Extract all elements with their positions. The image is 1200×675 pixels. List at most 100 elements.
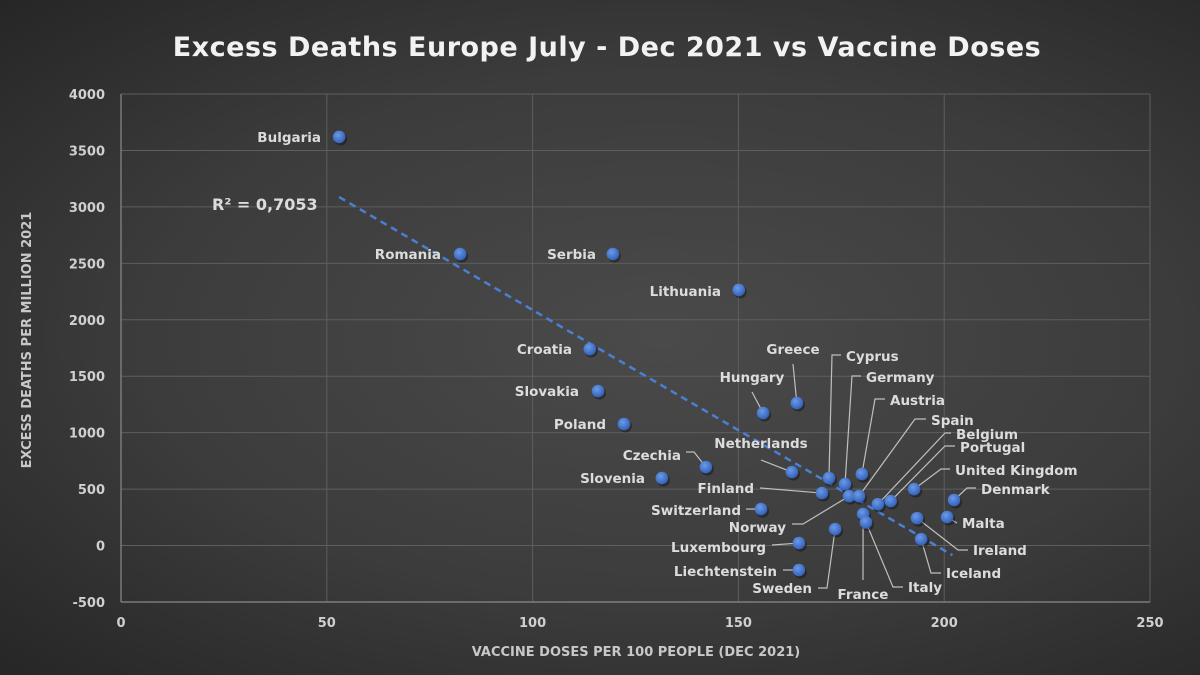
data-label: Lithuania (650, 284, 721, 300)
x-tick-label: 100 (519, 616, 546, 631)
data-point-romania (453, 247, 467, 261)
y-tick-label: 2500 (69, 257, 105, 272)
data-point-ireland (910, 511, 924, 525)
data-point-czechia (699, 460, 713, 474)
leader-line (858, 418, 926, 497)
data-point-hungary (756, 406, 770, 420)
r-squared-label: R² = 0,7053 (212, 195, 318, 214)
data-label: Greece (766, 342, 819, 358)
data-point-netherlands (785, 465, 799, 479)
data-point-luxembourg (792, 536, 806, 550)
y-tick-label: 1500 (69, 370, 105, 385)
leader-line (792, 363, 798, 404)
y-tick-label: 500 (78, 483, 105, 498)
data-label: Portugal (960, 440, 1025, 456)
data-label: Sweden (752, 581, 812, 597)
leader-line (916, 517, 968, 551)
data-point-malta (940, 510, 954, 524)
gridlines (120, 93, 1151, 603)
data-point-cyprus (822, 471, 836, 485)
x-tick-label: 0 (116, 616, 125, 631)
data-label: Poland (554, 417, 606, 433)
data-point-liechtenstein (792, 563, 806, 577)
data-point-united-kingdom (907, 482, 921, 496)
x-tick-label: 50 (318, 616, 336, 631)
data-label: Austria (890, 393, 945, 409)
data-point-serbia (606, 247, 620, 261)
data-point-austria (855, 467, 869, 481)
data-label: Italy (908, 580, 942, 596)
y-axis-label: EXCESS DEATHS PER MILLION 2021 (20, 212, 35, 469)
data-point-belgium (871, 497, 885, 511)
y-tick-label: 0 (96, 540, 105, 555)
y-axis-ticks: -500 0 500 1000 1500 2000 2500 3000 3500 4000 (69, 88, 105, 611)
data-label: Switzerland (651, 503, 741, 519)
data-point-denmark (947, 493, 961, 507)
x-tick-label: 250 (1136, 616, 1163, 631)
data-point-croatia (583, 342, 597, 356)
data-label: Iceland (946, 566, 1001, 582)
data-label: Norway (729, 520, 786, 536)
leader-line (818, 528, 836, 589)
data-label: Croatia (517, 342, 572, 358)
data-point-germany (838, 477, 852, 491)
data-point-switzerland (754, 502, 768, 516)
data-label: Slovenia (580, 471, 645, 487)
y-tick-label: 2000 (69, 314, 105, 329)
data-label: Ireland (973, 543, 1027, 559)
y-tick-label: -500 (72, 596, 105, 611)
chart-title: Excess Deaths Europe July - Dec 2021 vs … (173, 32, 1041, 63)
leader-line (844, 375, 861, 485)
leader-line (865, 522, 903, 588)
leader-line (686, 451, 707, 468)
data-label: France (838, 587, 889, 603)
data-label: Romania (375, 247, 441, 263)
y-tick-label: 4000 (69, 88, 105, 103)
data-point-greece (790, 396, 804, 410)
data-label: Spain (931, 413, 974, 429)
leader-line (759, 487, 823, 494)
data-label: Liechtenstein (674, 564, 777, 580)
data-points (332, 130, 963, 579)
data-point-slovakia (591, 384, 605, 398)
leader-line (913, 468, 950, 490)
x-axis-ticks: 0 50 100 150 200 250 (116, 616, 1163, 631)
leader-line (792, 495, 850, 525)
leader-line (890, 445, 955, 502)
data-label: Slovakia (515, 384, 579, 400)
data-point-poland (617, 417, 631, 431)
data-label: Denmark (981, 482, 1051, 498)
data-point-portugal (884, 494, 897, 508)
leader-line (920, 538, 941, 574)
data-label: Luxembourg (671, 540, 766, 556)
y-tick-label: 3000 (69, 201, 105, 216)
x-axis-label: VACCINE DOSES PER 100 PEOPLE (DEC 2021) (472, 645, 801, 660)
data-point-spain (852, 489, 866, 503)
data-point-finland (815, 486, 829, 500)
data-label: Serbia (547, 247, 596, 263)
data-point-italy (859, 516, 873, 529)
y-tick-label: 3500 (69, 144, 105, 159)
data-label: Netherlands (714, 436, 807, 452)
x-tick-label: 200 (931, 616, 958, 631)
data-label: Bulgaria (257, 130, 321, 146)
leader-line (828, 354, 841, 479)
data-point-slovenia (655, 471, 669, 485)
data-labels: Bulgaria Romania Serbia Lithuania Croatia Slo… (257, 130, 1077, 603)
data-point-iceland (914, 532, 928, 546)
leader-line (861, 398, 885, 475)
data-label: Finland (698, 481, 754, 497)
data-label: Cyprus (846, 349, 899, 365)
data-point-sweden (828, 522, 842, 536)
data-label: Belgium (956, 427, 1018, 443)
data-label: Hungary (720, 370, 785, 386)
leader-line (877, 432, 951, 505)
data-label: Germany (866, 370, 935, 386)
x-tick-label: 150 (725, 616, 752, 631)
data-point-norway (842, 489, 856, 503)
data-label: Malta (962, 516, 1005, 532)
y-tick-label: 1000 (69, 427, 105, 442)
data-point-lithuania (732, 283, 746, 297)
data-point-bulgaria (332, 130, 346, 144)
